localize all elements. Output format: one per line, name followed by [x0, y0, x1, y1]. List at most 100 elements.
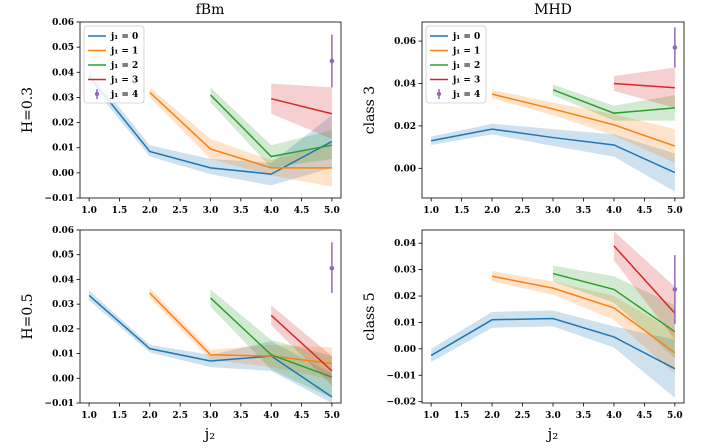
- y-tick-label-fbm-h05-5: 0.04: [52, 275, 74, 285]
- chart-mhd-class3: 1.0 1.5 2.0 2.5 3.0 3.5 4.0 4.5 5.0 0.00 0.02 0.04 0…: [362, 21, 685, 216]
- x-tick-label-mhd-class3-5: 3.5: [576, 206, 592, 216]
- legend-fbm-h03: j₁ = 0 j₁ = 1 j₁ = 2 j₁ = 3 j₁ = 4: [83, 25, 145, 104]
- y-tick-label-fbm-h05-3: 0.02: [52, 325, 74, 335]
- x-axis-label-left: j₂: [203, 425, 216, 443]
- chart-fbm-h03: 1.0 1.5 2.0 2.5 3.0 3.5 4.0 4.5 5.0 −0.01 0.00 0.01…: [20, 18, 342, 216]
- x-tick-label-fbm-h05-6: 4.0: [263, 411, 279, 421]
- legend-label-mhd-class3-j1-0: j₁ = 0: [452, 32, 480, 42]
- line-mhd-class5-j1-1: [491, 275, 676, 354]
- y-tick-label-mhd-class5-0: −0.02: [387, 398, 416, 408]
- y-tick-label-mhd-class3-2: 0.04: [394, 79, 416, 89]
- x-axis-label-right: j₂: [546, 425, 559, 443]
- y-tick-label-fbm-h05-1: 0.00: [52, 374, 74, 384]
- band-fbm-h05-j1-2: [210, 289, 332, 399]
- y-tick-label-mhd-class5-4: 0.02: [394, 292, 416, 302]
- line-fbm-h05-j1-1: [149, 292, 332, 365]
- legend-label-fbm-h03-j1-2: j₁ = 2: [110, 61, 138, 71]
- band-fbm-h05-j1-3: [271, 305, 332, 386]
- x-tick-label-mhd-class3-6: 4.0: [606, 206, 622, 216]
- y-tick-label-mhd-class5-5: 0.03: [394, 266, 416, 276]
- legend-box-mhd-class3: [425, 25, 487, 104]
- y-tick-label-mhd-class5-6: 0.04: [394, 239, 416, 249]
- legend-label-mhd-class3-j1-1: j₁ = 1: [452, 47, 480, 57]
- x-tick-label-fbm-h03-2: 2.0: [142, 206, 158, 216]
- line-mhd-class3-j1-1: [491, 93, 676, 147]
- chart-fbm-h05: 1.0 1.5 2.0 2.5 3.0 3.5 4.0 4.5 5.0 −0.01 0.00 0.01…: [20, 226, 342, 421]
- x-tick-label-mhd-class5-8: 5.0: [667, 411, 683, 421]
- chart-mhd-class5: 1.0 1.5 2.0 2.5 3.0 3.5 4.0 4.5 5.0 −0.02 −0.01 0.0…: [362, 229, 685, 421]
- legend-box-fbm-h03: [83, 25, 145, 104]
- x-tick-label-mhd-class3-3: 2.5: [515, 206, 531, 216]
- y-axis-label-fbm-h05: H=0.5: [20, 293, 36, 339]
- y-tick-label-mhd-class3-1: 0.02: [394, 122, 416, 132]
- y-tick-label-fbm-h05-6: 0.05: [52, 251, 74, 261]
- x-tick-label-mhd-class5-4: 3.0: [545, 411, 561, 421]
- y-tick-label-fbm-h03-4: 0.03: [52, 93, 74, 103]
- line-mhd-class3-j1-3: [613, 82, 675, 89]
- y-axis-label-mhd-class3: class 3: [362, 86, 378, 134]
- x-tick-label-mhd-class3-2: 2.0: [484, 206, 500, 216]
- line-fbm-h03-j1-1: [149, 91, 332, 169]
- band-fbm-h03-j1-1: [149, 87, 332, 187]
- legend-mhd-class3: j₁ = 0 j₁ = 1 j₁ = 2 j₁ = 3 j₁ = 4: [425, 25, 487, 104]
- x-tick-label-mhd-class5-7: 4.5: [637, 411, 653, 421]
- band-mhd-class3-j1-0: [431, 123, 675, 192]
- line-fbm-h05-j1-3: [270, 314, 333, 372]
- y-axis-label-fbm-h03: H=0.3: [20, 87, 36, 133]
- x-tick-label-fbm-h05-5: 3.5: [233, 411, 249, 421]
- y-tick-label-fbm-h03-7: 0.06: [52, 18, 74, 28]
- band-mhd-class3-j1-2: [553, 84, 675, 121]
- y-axis-label-mhd-class5: class 5: [362, 292, 378, 340]
- x-tick-label-fbm-h05-1: 1.5: [112, 411, 128, 421]
- line-fbm-h05-j1-0: [88, 294, 333, 398]
- legend-label-mhd-class3-j1-4: j₁ = 4: [452, 90, 480, 100]
- x-tick-label-fbm-h03-3: 2.5: [172, 206, 188, 216]
- point-fbm-h03-j1-4: [329, 58, 335, 64]
- legend-label-fbm-h03-j1-1: j₁ = 1: [110, 47, 138, 57]
- x-tick-label-mhd-class5-6: 4.0: [606, 411, 622, 421]
- y-tick-label-fbm-h05-0: −0.01: [45, 399, 74, 409]
- y-tick-label-fbm-h03-3: 0.02: [52, 119, 74, 129]
- band-mhd-class3-j1-1: [492, 89, 675, 164]
- x-tick-label-fbm-h03-6: 4.0: [263, 206, 279, 216]
- legend-label-mhd-class3-j1-3: j₁ = 3: [452, 76, 480, 86]
- line-fbm-h03-j1-0: [88, 75, 333, 175]
- band-mhd-class5-j1-2: [553, 265, 675, 359]
- line-mhd-class3-j1-2: [552, 89, 675, 114]
- band-mhd-class5-j1-0: [431, 310, 675, 398]
- legend-label-fbm-h03-j1-4: j₁ = 4: [110, 90, 138, 100]
- line-mhd-class3-j1-0: [430, 128, 676, 174]
- x-tick-label-fbm-h03-7: 4.5: [294, 206, 310, 216]
- panels: 1.0 1.5 2.0 2.5 3.0 3.5 4.0 4.5 5.0 −0.01 0.00 0.01…: [20, 18, 685, 421]
- x-tick-label-fbm-h05-7: 4.5: [294, 411, 310, 421]
- y-tick-label-fbm-h03-6: 0.05: [52, 43, 74, 53]
- x-tick-label-mhd-class5-2: 2.0: [484, 411, 500, 421]
- y-tick-label-fbm-h03-2: 0.01: [52, 144, 74, 154]
- x-tick-label-mhd-class5-5: 3.5: [576, 411, 592, 421]
- x-tick-label-mhd-class3-7: 4.5: [637, 206, 653, 216]
- x-tick-label-fbm-h05-2: 2.0: [142, 411, 158, 421]
- y-tick-label-fbm-h03-1: 0.00: [52, 169, 74, 179]
- x-tick-label-fbm-h03-5: 3.5: [233, 206, 249, 216]
- x-tick-label-mhd-class3-1: 1.5: [454, 206, 470, 216]
- point-fbm-h05-j1-4: [329, 266, 335, 271]
- column-title-mhd: MHD: [534, 2, 572, 18]
- column-title-fbm: fBm: [196, 2, 225, 18]
- band-mhd-class5-j1-1: [492, 270, 675, 374]
- y-tick-label-fbm-h05-7: 0.06: [52, 226, 74, 236]
- x-tick-label-fbm-h03-0: 1.0: [81, 206, 97, 216]
- legend-label-fbm-h03-j1-0: j₁ = 0: [110, 32, 138, 42]
- x-tick-label-mhd-class5-1: 1.5: [454, 411, 470, 421]
- point-mhd-class5-j1-4: [672, 287, 678, 292]
- point-mhd-class3-j1-4: [672, 45, 678, 50]
- line-mhd-class5-j1-3: [613, 245, 676, 314]
- legend-marker-mhd-class3-j1-4: [436, 91, 442, 97]
- x-tick-label-fbm-h05-4: 3.0: [203, 411, 219, 421]
- legend-label-fbm-h03-j1-3: j₁ = 3: [110, 76, 138, 86]
- legend-label-mhd-class3-j1-2: j₁ = 2: [452, 61, 480, 71]
- line-mhd-class5-j1-0: [430, 317, 676, 370]
- x-tick-label-fbm-h03-4: 3.0: [203, 206, 219, 216]
- x-tick-label-mhd-class3-8: 5.0: [667, 206, 683, 216]
- x-tick-label-fbm-h05-8: 5.0: [324, 411, 340, 421]
- y-tick-label-fbm-h05-4: 0.03: [52, 300, 74, 310]
